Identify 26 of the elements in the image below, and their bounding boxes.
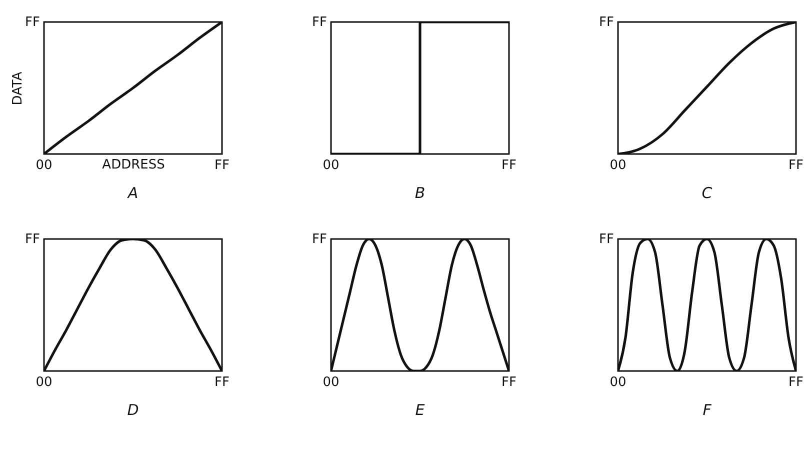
text: FF xyxy=(502,375,516,390)
text: FF xyxy=(214,375,230,390)
text: FF xyxy=(788,375,804,390)
text: FF xyxy=(214,158,230,173)
text: FF xyxy=(25,15,40,30)
text: F xyxy=(702,401,712,419)
text: 00 xyxy=(36,375,52,390)
x-axis-title: ADDRESS xyxy=(102,158,165,172)
text: 00 xyxy=(36,158,52,173)
text: D xyxy=(127,401,139,419)
text: 00 xyxy=(610,375,626,390)
text: FF xyxy=(502,158,516,173)
text: C xyxy=(702,184,713,202)
text: B xyxy=(414,184,426,202)
text: FF xyxy=(312,15,327,30)
text: A xyxy=(126,184,138,202)
y-axis-title: DATA xyxy=(10,72,26,106)
text: 00 xyxy=(610,158,626,173)
text: FF xyxy=(788,158,804,173)
text: FF xyxy=(312,232,327,247)
text: E xyxy=(415,401,426,419)
text: FF xyxy=(599,232,614,247)
text: FF xyxy=(25,232,40,247)
text: FF xyxy=(599,15,614,30)
text: 00 xyxy=(322,375,340,390)
text: 00 xyxy=(322,158,340,173)
